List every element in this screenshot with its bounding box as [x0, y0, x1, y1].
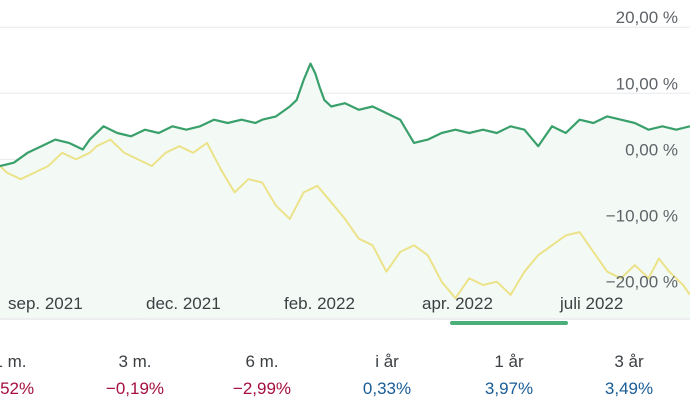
x-tick-label: sep. 2021 — [8, 294, 83, 313]
x-axis-tick-labels: sep. 2021 dec. 2021 feb. 2022 apr. 2022 juli… — [8, 294, 623, 313]
benchmark-series-line — [0, 138, 690, 300]
selected-period-indicator — [450, 321, 568, 325]
y-tick-label: 20,00 % — [616, 8, 678, 27]
period-return-value: −0,19% — [105, 379, 165, 398]
period-label: 1 m. — [0, 352, 27, 371]
y-tick-label: −10,00 % — [606, 206, 678, 225]
x-tick-label: feb. 2022 — [284, 294, 355, 313]
period-return-value: 3,49% — [604, 379, 654, 398]
period-label: i år — [375, 352, 399, 371]
primary-series-line — [0, 62, 690, 168]
period-label: 6 m. — [245, 352, 279, 371]
performance-chart[interactable]: 20,00 % 10,00 % 0,00 % −10,00 % −20,00 % sep… — [0, 0, 690, 322]
period-return-value: −2,99% — [232, 379, 292, 398]
x-tick-label: apr. 2022 — [422, 294, 493, 313]
period-1-year[interactable]: 1 år 3,97% — [464, 340, 554, 400]
period-label: 3 m. — [118, 352, 152, 371]
period-return-value: 3,97% — [484, 379, 534, 398]
period-year-to-date[interactable]: i år 0,33% — [342, 340, 432, 400]
y-tick-label: 10,00 % — [616, 74, 678, 93]
period-return-value: 1,52% — [0, 379, 35, 398]
period-3-years[interactable]: 3 år 3,49% — [584, 340, 674, 400]
primary-series-area — [0, 63, 690, 318]
y-tick-label: 0,00 % — [625, 140, 678, 159]
period-label: 1 år — [494, 352, 524, 371]
period-label: 3 år — [614, 352, 644, 371]
y-tick-label: −20,00 % — [606, 273, 678, 292]
period-1-month[interactable]: 1 m. 1,52% — [0, 340, 55, 400]
period-3-months[interactable]: 3 m. −0,19% — [90, 340, 180, 400]
period-return-value: 0,33% — [362, 379, 412, 398]
period-6-months[interactable]: 6 m. −2,99% — [217, 340, 307, 400]
period-returns: 1 m. 1,52% 3 m. −0,19% 6 m. −2,99% i år … — [0, 340, 690, 412]
y-axis-tick-labels: 20,00 % 10,00 % 0,00 % −10,00 % −20,00 % — [606, 8, 678, 291]
x-tick-label: juli 2022 — [559, 294, 623, 313]
x-tick-label: dec. 2021 — [146, 294, 221, 313]
